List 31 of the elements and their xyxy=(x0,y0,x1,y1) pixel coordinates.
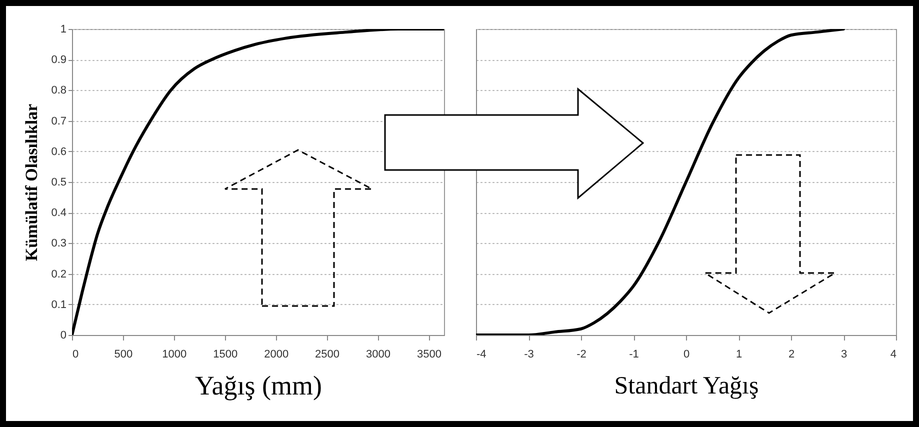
y-tick-label: 0.7 xyxy=(51,115,66,128)
y-tick-label: 0.1 xyxy=(51,298,66,311)
x-tick-label: 2500 xyxy=(315,348,340,360)
x-tick-label: 0 xyxy=(72,348,79,360)
y-tick-label: 0.4 xyxy=(51,207,66,220)
x-tick-label: -3 xyxy=(524,348,534,360)
y-tick-label: 1 xyxy=(60,24,66,36)
x-tick-label: 4 xyxy=(890,348,896,360)
x-tick-label: 500 xyxy=(114,348,133,360)
x-tick-label: 2000 xyxy=(264,348,289,360)
y-tick-label: 0.5 xyxy=(51,176,66,188)
x-tick-label: 1000 xyxy=(162,348,187,360)
x-tick-label: 1 xyxy=(736,348,742,360)
x-axis-title: Standart Yağış xyxy=(614,372,759,400)
y-tick-label: 0.3 xyxy=(51,238,66,250)
y-tick-label: 0.8 xyxy=(51,84,66,97)
x-tick-label: -1 xyxy=(629,348,639,360)
x-tick-label: -2 xyxy=(576,348,586,360)
y-axis-title: Kümülatif Olasılıklar xyxy=(22,103,42,262)
x-tick-label: 3000 xyxy=(366,348,390,360)
x-tick-label: 1500 xyxy=(213,348,238,360)
y-tick-label: 0.2 xyxy=(51,268,66,280)
x-tick-label: 3500 xyxy=(416,348,442,360)
y-tick-label: 0.6 xyxy=(51,146,66,158)
x-tick-label: 2 xyxy=(788,348,795,360)
y-tick-label: 0 xyxy=(60,330,66,342)
x-tick-label: 3 xyxy=(840,348,848,360)
x-tick-label: -4 xyxy=(476,348,486,360)
y-tick-label: 0.9 xyxy=(51,54,66,66)
x-tick-label: 0 xyxy=(683,348,690,360)
x-axis-title: Yağış (mm) xyxy=(194,370,322,400)
